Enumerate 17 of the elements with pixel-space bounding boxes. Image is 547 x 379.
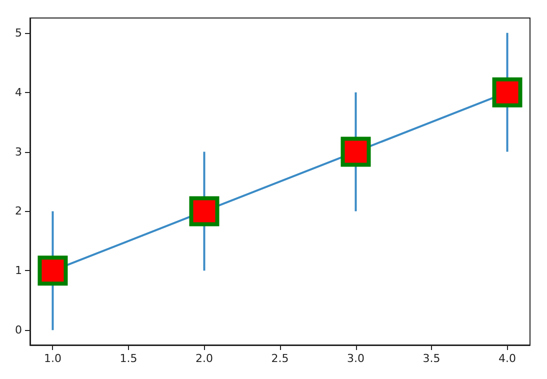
y-tick-label: 4 (15, 86, 22, 99)
y-tick-label: 1 (15, 264, 22, 278)
point (492, 77, 522, 108)
x-tick-label: 1.5 (120, 352, 138, 365)
x-tick-label: 2.0 (195, 352, 213, 365)
y-tick-label: 2 (15, 204, 22, 218)
y-tick-label: 5 (15, 26, 22, 40)
point (340, 136, 371, 167)
y-tick-label: 0 (15, 324, 22, 337)
x-tick-label: 3.0 (347, 352, 365, 365)
y-tick-label: 3 (15, 145, 22, 158)
point (189, 196, 220, 226)
x-tick-label: 2.5 (271, 352, 289, 365)
x-tick-label: 4.0 (498, 352, 516, 365)
x-tick-label: 1.0 (44, 352, 62, 365)
x-tick-label: 3.5 (422, 352, 440, 365)
point (38, 256, 68, 286)
